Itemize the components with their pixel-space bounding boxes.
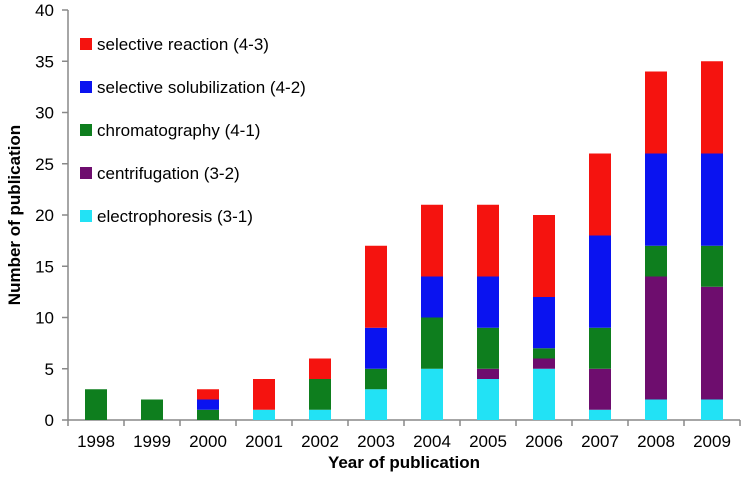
bar-segment-2 [645, 245, 667, 277]
bar-segment-3 [589, 235, 611, 328]
bar-segment-4 [645, 71, 667, 154]
y-tick-labels: 0 5 10 15 20 25 30 35 40 [35, 1, 54, 430]
legend-label: selective reaction (4-3) [97, 35, 269, 54]
bar-segment-3 [365, 327, 387, 369]
bar-segment-2 [365, 368, 387, 390]
legend-swatch [80, 167, 92, 179]
x-tick-label: 2006 [525, 432, 563, 451]
bar-segment-2 [309, 379, 331, 410]
y-tick-label: 15 [35, 257, 54, 276]
bar-segment-0 [645, 399, 667, 420]
bar-segment-1 [589, 368, 611, 410]
bar-segment-4 [477, 204, 499, 277]
axis-ticks [62, 9, 741, 426]
x-tick-label: 2003 [357, 432, 395, 451]
y-tick-label: 30 [35, 104, 54, 123]
x-tick-label: 1998 [77, 432, 115, 451]
bar-segment-3 [701, 153, 723, 246]
x-axis-title: Year of publication [328, 453, 480, 472]
bar-segment-3 [197, 399, 219, 410]
legend-label: centrifugation (3-2) [97, 164, 240, 183]
bar-segment-2 [477, 327, 499, 369]
bar-segment-1 [701, 286, 723, 400]
bar-segment-4 [197, 389, 219, 400]
y-tick-label: 5 [45, 360, 54, 379]
y-axis-title: Number of publication [5, 125, 24, 305]
bar-segment-0 [421, 368, 443, 420]
bar-segment-0 [589, 409, 611, 420]
y-tick-label: 20 [35, 206, 54, 225]
x-tick-label: 1999 [133, 432, 171, 451]
bar-segment-2 [533, 348, 555, 359]
bar-segment-1 [477, 368, 499, 379]
y-tick-label: 0 [45, 411, 54, 430]
bars-group [85, 61, 723, 420]
bar-segment-2 [85, 389, 107, 420]
bar-segment-0 [309, 409, 331, 420]
x-tick-label: 2000 [189, 432, 227, 451]
bar-segment-4 [421, 204, 443, 277]
legend-label: chromatography (4-1) [97, 121, 260, 140]
legend-swatch [80, 124, 92, 136]
bar-segment-4 [365, 245, 387, 328]
bar-segment-4 [533, 215, 555, 297]
bar-segment-4 [589, 153, 611, 236]
legend-swatch [80, 210, 92, 222]
bar-segment-2 [589, 327, 611, 369]
bar-segment-2 [141, 399, 163, 420]
bar-segment-3 [421, 276, 443, 318]
bar-segment-3 [477, 276, 499, 328]
bar-segment-2 [197, 409, 219, 420]
y-tick-label: 35 [35, 52, 54, 71]
bar-segment-3 [645, 153, 667, 246]
bar-segment-4 [253, 379, 275, 410]
y-tick-label: 40 [35, 1, 54, 20]
x-tick-label: 2007 [581, 432, 619, 451]
legend: selective reaction (4-3) selective solubi… [80, 35, 306, 226]
bar-segment-0 [253, 409, 275, 420]
bar-segment-4 [309, 358, 331, 379]
bar-segment-1 [533, 358, 555, 369]
legend-swatch [80, 81, 92, 93]
y-tick-label: 25 [35, 155, 54, 174]
x-tick-label: 2005 [469, 432, 507, 451]
bar-segment-0 [701, 399, 723, 420]
bar-segment-2 [701, 245, 723, 287]
bar-segment-4 [701, 61, 723, 154]
legend-label: selective solubilization (4-2) [97, 78, 306, 97]
x-tick-label: 2009 [693, 432, 731, 451]
bar-segment-2 [421, 317, 443, 369]
bar-segment-0 [365, 389, 387, 420]
legend-label: electrophoresis (3-1) [97, 207, 253, 226]
legend-swatch [80, 38, 92, 50]
x-tick-label: 2004 [413, 432, 451, 451]
y-tick-label: 10 [35, 309, 54, 328]
bar-segment-0 [477, 379, 499, 420]
x-tick-label: 2008 [637, 432, 675, 451]
x-tick-label: 2001 [245, 432, 283, 451]
bar-segment-0 [533, 368, 555, 420]
bar-segment-3 [533, 297, 555, 349]
bar-segment-1 [645, 276, 667, 400]
x-tick-labels: 1998 1999 2000 2001 2002 2003 2004 2005 2006 2007… [77, 432, 731, 451]
x-tick-label: 2002 [301, 432, 339, 451]
